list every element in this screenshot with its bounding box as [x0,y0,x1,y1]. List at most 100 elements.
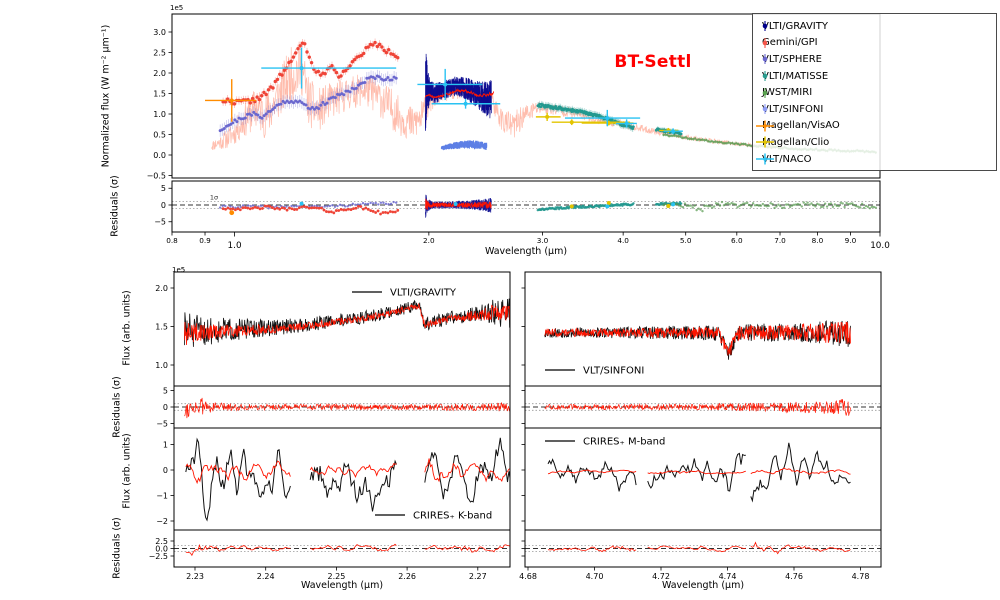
bottom-figure-plot: 2.0 1.5 1.0 5 0 −5 1 0 −1 −2 2.50.0−2.5 2.23 2.24 2.2… [149,271,882,581]
series-crires-m-res3 [750,541,851,555]
series-btsettl-model [210,41,783,150]
series-sinfoni-m-res [544,399,851,416]
series-matisse-res [536,202,635,212]
svg-text:4.78: 4.78 [852,572,870,581]
series-naco [261,47,683,135]
svg-text:−1: −1 [156,491,168,500]
series-gravity-k-model [184,302,510,346]
series-crires-m-seg1 [547,458,637,492]
top-flux-ylabel: Normalized flux (W m⁻² μm⁻¹) [100,24,112,168]
series-crires-m-seg2 [647,452,746,492]
bottom-flux2-ylabel: Flux (arb. units) [121,433,133,509]
panel-legend-crires-m-band: CRIRES₊ M-band [545,437,665,448]
series-crires-k-res3 [424,544,510,553]
svg-text:2.24: 2.24 [257,572,275,581]
bottom-flux1-ylabel: Flux (arb. units) [121,290,133,366]
svg-text:2.23: 2.23 [186,572,204,581]
top-figure-plot: 1σ 0.8 0.9 1.0 2.0 3.0 4.0 5.0 6.0 7.0 8.0 9.0 10.0 3… [147,13,890,251]
series-crires-k-seg1 [185,437,291,522]
legend-label-jwst-miri: JWST/MIRI [762,87,813,99]
legend-item-vlt-sinfoni: VLT/SINFONI [753,101,996,118]
magellan-clio-marker-icon [756,136,774,148]
svg-text:6.0: 6.0 [731,236,743,245]
series-crires-k-res2 [310,543,397,552]
svg-text:2.26: 2.26 [398,572,416,581]
legend-item-vlti-matisse: VLTI/MATISSE [753,68,996,85]
svg-text:0.0: 0.0 [153,151,166,160]
svg-text:5.0: 5.0 [680,236,692,245]
series-crires-m-model2 [647,470,746,475]
vlti-gravity-marker-icon [762,21,768,32]
legend-item-vlt-naco: VLT/NACO [753,151,996,168]
svg-text:3.0: 3.0 [537,236,549,245]
series-crires-m-res2 [647,545,746,553]
series-crires-k-seg2 [309,459,397,512]
svg-text:4.74: 4.74 [719,572,737,581]
legend-label-vlti-gravity: VLTI/GRAVITY [762,20,828,32]
legend-label-vlti-matisse: VLTI/MATISSE [762,70,829,82]
svg-text:2.0: 2.0 [153,69,166,78]
series-gravity-model [424,88,495,99]
svg-text:1.0: 1.0 [155,361,168,370]
jwst-miri-marker-icon [762,87,768,98]
legend-item-gemini-gpi: Gemini/GPI [753,35,996,52]
svg-text:0.8: 0.8 [166,236,178,245]
svg-text:−2: −2 [156,517,168,526]
series-sinfoni-m-model [544,321,851,356]
svg-text:CRIRES₊ K-band: CRIRES₊ K-band [413,511,492,522]
series-gpi-res [221,204,400,216]
legend-item-magellan-visao: Magellan/VisAO [753,118,996,135]
svg-text:4.76: 4.76 [785,572,803,581]
series-crires-k-model3 [424,458,510,483]
svg-text:7.0: 7.0 [774,236,786,245]
series-crires-m-model1 [547,469,637,475]
bottom-left-xlabel: Wavelength (μm) [300,580,384,591]
vlti-matisse-marker-icon [762,71,768,82]
svg-text:5: 5 [161,184,166,193]
bottom-resid2-ylabel: Residuals (σ) [111,517,123,579]
svg-text:1.5: 1.5 [153,89,166,98]
vlt-sinfoni-marker-icon [762,104,768,115]
svg-text:10.0: 10.0 [870,241,890,251]
legend-item-magellan-clio: Magellan/Clio [753,134,996,151]
series-gravity-k-res [184,397,510,419]
panel-legend-crires-k-band: CRIRES₊ K-band [375,511,492,522]
instrument-legend: VLTI/GRAVITY Gemini/GPI VLT/SPHERE VLTI/MAT… [752,13,997,171]
svg-text:1.0: 1.0 [153,110,166,119]
series-sphere [218,69,398,137]
magellan-visao-marker-icon [756,120,774,132]
svg-text:4.0: 4.0 [617,236,629,245]
top-resid-ylabel: Residuals (σ) [109,175,121,237]
series-crires-k-model1 [185,460,291,485]
series-visao-res [229,210,235,216]
legend-item-vlt-sphere: VLT/SPHERE [753,51,996,68]
top-xlabel: Wavelength (μm) [484,246,568,257]
panel-legend-vlt-sinfoni: VLT/SINFONI [545,366,644,377]
svg-text:2.5: 2.5 [155,537,168,546]
svg-text:2.27: 2.27 [469,572,487,581]
top-offset-label: 1e5 [170,4,184,12]
svg-text:2.5: 2.5 [153,48,166,57]
legend-label-magellan-visao: Magellan/VisAO [762,120,840,132]
svg-text:2.0: 2.0 [423,236,435,245]
series-visao [205,79,257,122]
svg-text:1.5: 1.5 [155,322,168,331]
svg-text:0.0: 0.0 [155,544,168,553]
svg-text:0.5: 0.5 [153,130,166,139]
svg-text:1.0: 1.0 [228,241,242,251]
svg-text:0: 0 [161,201,166,210]
series-crires-k-seg3 [424,437,510,503]
series-crires-k-model2 [309,462,397,479]
svg-text:2.25: 2.25 [327,572,345,581]
legend-label-magellan-clio: Magellan/Clio [762,136,830,148]
model-name-label: BT-Settl [614,52,692,72]
svg-text:5: 5 [163,386,168,395]
svg-text:2.0: 2.0 [155,284,168,293]
series-crires-m-seg3 [750,442,851,503]
legend-item-jwst-miri: JWST/MIRI [753,84,996,101]
svg-text:0: 0 [163,466,168,475]
vlt-naco-marker-icon [756,153,774,165]
series-naco-res [299,201,676,209]
svg-text:VLT/SINFONI: VLT/SINFONI [583,366,644,377]
legend-label-vlt-naco: VLT/NACO [762,153,812,165]
